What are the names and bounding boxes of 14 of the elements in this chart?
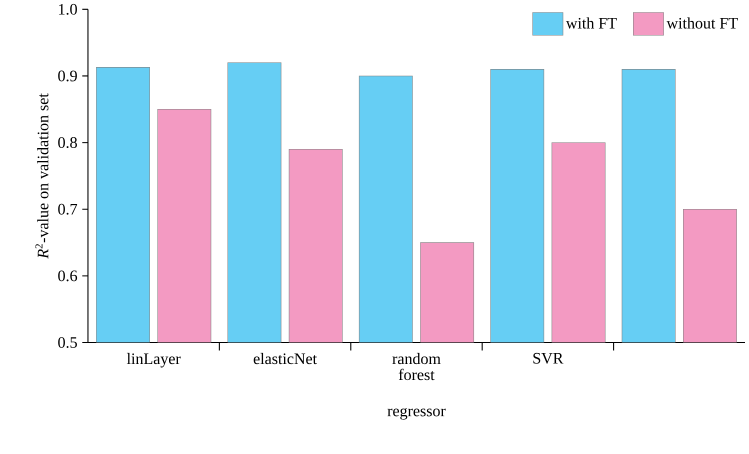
y-tick-label: 0.5 (58, 336, 77, 348)
y-axis-title: R$^{2}$-value on validation set (35, 93, 48, 258)
x-tick-label: SVR (533, 352, 564, 364)
y-tick-label: 0.9 (58, 70, 77, 82)
x-tick-label: elasticNet (254, 352, 317, 364)
legend-label: without FT (666, 17, 738, 28)
y-tick-label: 0.8 (58, 136, 77, 148)
x-axis-title: regressor (387, 408, 446, 420)
x-tick-label: random forest (392, 352, 441, 380)
legend-label: with FT (566, 17, 617, 28)
y-tick-label: 0.6 (58, 270, 78, 282)
y-tick-label: 1.0 (58, 4, 77, 15)
x-tick-label: linLayer (126, 352, 181, 368)
y-tick-label: 0.7 (58, 204, 78, 214)
